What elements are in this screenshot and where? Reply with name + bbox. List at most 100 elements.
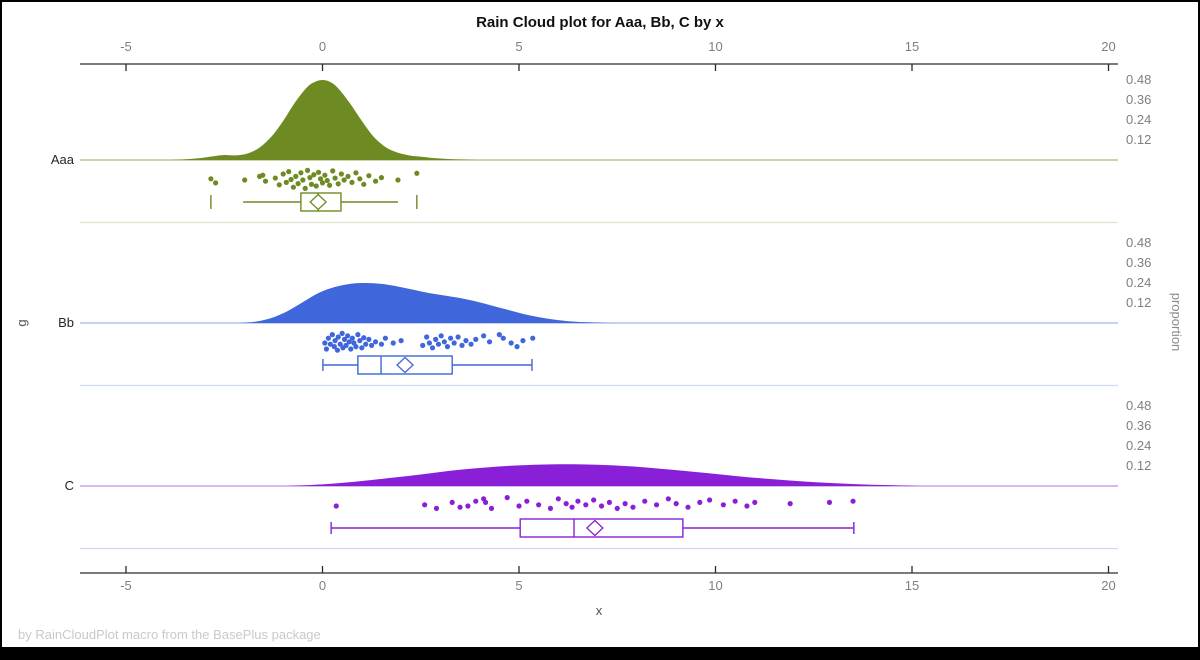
rain-point bbox=[500, 335, 506, 341]
rain-point bbox=[414, 170, 420, 176]
mean-diamond bbox=[396, 356, 414, 374]
rain-point bbox=[326, 182, 333, 188]
rain-point bbox=[482, 499, 489, 505]
rain-point bbox=[504, 495, 510, 501]
right-axis-label: proportion bbox=[1169, 293, 1184, 352]
rain-point bbox=[707, 497, 713, 503]
rain-point bbox=[334, 347, 341, 353]
rain-point bbox=[353, 344, 359, 350]
rain-point bbox=[366, 173, 372, 179]
rain-point bbox=[329, 332, 335, 338]
rain-point bbox=[390, 340, 396, 346]
rain-point bbox=[732, 498, 738, 504]
rain-point bbox=[665, 496, 671, 502]
rain-point bbox=[424, 334, 430, 340]
rain-point bbox=[302, 185, 308, 191]
rain-point bbox=[598, 503, 605, 509]
rain-point bbox=[355, 332, 361, 338]
rain-point bbox=[530, 335, 536, 341]
rain-point bbox=[449, 499, 455, 505]
rain-point bbox=[653, 502, 660, 508]
rain-point bbox=[455, 334, 461, 340]
rain-point bbox=[333, 503, 339, 509]
rain-point bbox=[317, 176, 324, 182]
rain-point bbox=[720, 502, 726, 508]
proportion-tick-label: 0.24 bbox=[1126, 112, 1151, 127]
rain-point bbox=[295, 181, 301, 187]
rain-point bbox=[327, 341, 333, 347]
proportion-tick-label: 0.48 bbox=[1126, 398, 1151, 413]
proportion-tick-label: 0.12 bbox=[1126, 458, 1151, 473]
rain-point bbox=[272, 175, 278, 181]
rain-point bbox=[280, 171, 286, 177]
density-cloud-aaa bbox=[169, 79, 476, 160]
rain-point bbox=[444, 344, 451, 350]
rain-point bbox=[346, 339, 352, 345]
rain-point bbox=[448, 335, 454, 341]
rain-point bbox=[457, 504, 463, 510]
rain-point bbox=[348, 346, 354, 352]
rain-point bbox=[298, 170, 304, 176]
left-axis-label: g bbox=[14, 319, 29, 326]
rain-point bbox=[569, 504, 575, 510]
rain-point bbox=[361, 181, 367, 187]
rain-point bbox=[311, 172, 317, 178]
bottom-x-tick-label: 0 bbox=[319, 578, 326, 593]
rain-point bbox=[486, 339, 493, 345]
density-cloud-bb bbox=[239, 282, 614, 323]
rain-point bbox=[213, 180, 219, 186]
rain-point bbox=[463, 338, 469, 344]
top-x-tick-label: 15 bbox=[905, 39, 919, 54]
rain-point bbox=[332, 338, 338, 344]
rain-point bbox=[276, 182, 282, 188]
rain-point bbox=[341, 336, 348, 342]
top-x-tick-label: 10 bbox=[708, 39, 722, 54]
rain-point bbox=[524, 498, 530, 504]
rain-point bbox=[433, 505, 440, 511]
rain-point bbox=[338, 171, 344, 177]
rain-point bbox=[332, 175, 338, 181]
rain-point bbox=[435, 341, 442, 347]
bottom-x-tick-label: 15 bbox=[905, 578, 919, 593]
rain-point bbox=[335, 181, 341, 187]
raincloud-chart: -5 0 5 10 15 20 -5 0 5 10 15 20 x g proportion 0.48 0.36… bbox=[14, 39, 1184, 618]
proportion-tick-label: 0.12 bbox=[1126, 132, 1151, 147]
rain-point bbox=[345, 173, 351, 179]
rain-point bbox=[262, 178, 269, 184]
proportion-tick-label: 0.36 bbox=[1126, 255, 1151, 270]
rain-point bbox=[343, 342, 349, 348]
rain-point bbox=[481, 333, 487, 339]
rain-point bbox=[369, 342, 375, 348]
rain-point bbox=[496, 332, 502, 338]
rain-point bbox=[465, 503, 471, 509]
rain-point bbox=[322, 172, 328, 178]
rain-point bbox=[441, 339, 447, 345]
rain-point bbox=[290, 184, 297, 190]
rain-point bbox=[438, 333, 444, 339]
rain-point bbox=[325, 335, 331, 341]
rain-point bbox=[536, 502, 542, 508]
rain-point bbox=[850, 498, 856, 504]
rain-point bbox=[422, 502, 428, 508]
footer-note: by RainCloudPlot macro from the BasePlus… bbox=[18, 627, 321, 642]
rain-point bbox=[473, 336, 479, 342]
rain-point bbox=[752, 499, 758, 505]
rain-point bbox=[288, 176, 294, 183]
rain-point bbox=[319, 180, 326, 186]
rain-point bbox=[363, 341, 369, 347]
proportion-tick-label: 0.36 bbox=[1126, 418, 1151, 433]
rain-point bbox=[420, 342, 426, 348]
rain-point bbox=[307, 175, 313, 181]
rain-point bbox=[614, 505, 620, 511]
rain-point bbox=[622, 501, 628, 507]
proportion-tick-label: 0.24 bbox=[1126, 275, 1151, 290]
rain-point bbox=[283, 179, 289, 185]
density-cloud-c bbox=[287, 464, 920, 486]
rain-point bbox=[429, 345, 436, 351]
rain-point bbox=[575, 498, 581, 504]
rain-point bbox=[697, 499, 703, 505]
rain-point bbox=[330, 168, 336, 174]
rain-point bbox=[339, 330, 345, 336]
rain-point bbox=[349, 179, 355, 185]
rain-point bbox=[459, 342, 465, 348]
